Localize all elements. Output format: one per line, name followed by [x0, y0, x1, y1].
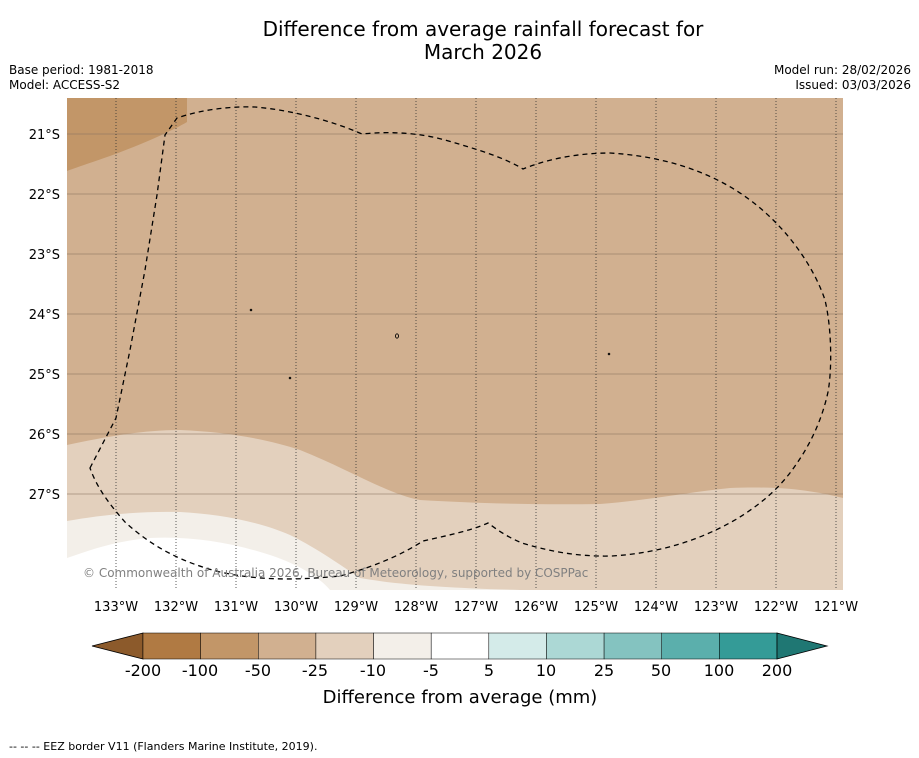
colorbar-tick-label: 50 — [651, 661, 671, 680]
colorbar-title: Difference from average (mm) — [323, 687, 598, 708]
colorbar: -200 -100 -50 -25 -10 -5 5 10 25 50 100 … — [91, 632, 829, 708]
lon-tick-label: 129°W — [334, 600, 378, 615]
lat-tick-label: 23°S — [29, 248, 60, 263]
meta-right: Model run: 28/02/2026 Issued: 03/03/2026 — [774, 63, 911, 93]
colorbar-tick-label: 5 — [484, 661, 494, 680]
issued-date: Issued: 03/03/2026 — [795, 78, 911, 92]
colorbar-segment — [373, 632, 432, 660]
colorbar-segment — [661, 632, 720, 660]
colorbar-segment — [200, 632, 259, 660]
colorbar-tick-label: -50 — [245, 661, 271, 680]
colorbar-tick-label: -100 — [182, 661, 218, 680]
colorbar-segment — [315, 632, 374, 660]
map-area: © Commonwealth of Australia 2026, Bureau… — [67, 98, 843, 590]
colorbar-segment — [719, 632, 778, 660]
base-period: Base period: 1981-2018 — [9, 63, 154, 77]
copyright-notice: © Commonwealth of Australia 2026, Bureau… — [83, 566, 588, 580]
colorbar-arrow-low — [91, 632, 144, 660]
lon-tick-label: 125°W — [574, 600, 618, 615]
colorbar-segment — [546, 632, 605, 660]
lat-tick-label: 27°S — [29, 488, 60, 503]
title-line-2: March 2026 — [423, 40, 543, 64]
colorbar-segment — [258, 632, 317, 660]
lat-tick-label: 26°S — [29, 428, 60, 443]
colorbar-tick-label: 100 — [704, 661, 735, 680]
lon-tick-label: 132°W — [154, 600, 198, 615]
colorbar-tick-label: -25 — [302, 661, 328, 680]
lon-tick-label: 128°W — [394, 600, 438, 615]
eez-border — [89, 106, 832, 580]
model-run-date: Model run: 28/02/2026 — [773, 63, 911, 77]
anomaly-field-near-zero — [67, 537, 330, 590]
latitude-axis: 21°S 22°S 23°S 24°S 25°S 26°S 27°S — [29, 128, 60, 503]
lat-tick-label: 22°S — [29, 188, 60, 203]
colorbar-tick-label: 25 — [594, 661, 614, 680]
colorbar-tick-label: -5 — [423, 661, 439, 680]
lat-tick-label: 21°S — [29, 128, 60, 143]
model-name: Model: ACCESS-S2 — [9, 78, 121, 92]
meta-left: Base period: 1981-2018 Model: ACCESS-S2 — [9, 63, 154, 93]
colorbar-tick-label: -200 — [125, 661, 161, 680]
lon-tick-label: 133°W — [94, 600, 138, 615]
colorbar-tick-label: 200 — [762, 661, 793, 680]
colorbar-segments — [91, 632, 829, 660]
lon-tick-label: 121°W — [814, 600, 858, 615]
colorbar-segment — [430, 632, 490, 660]
lon-tick-label: 127°W — [454, 600, 498, 615]
islands — [249, 308, 611, 380]
lon-tick-label: 126°W — [514, 600, 558, 615]
lat-tick-label: 25°S — [29, 368, 60, 383]
anomaly-field-minus100 — [67, 98, 187, 171]
lon-tick-label: 124°W — [634, 600, 678, 615]
colorbar-ticks: -200 -100 -50 -25 -10 -5 5 10 25 50 100 … — [125, 661, 792, 680]
lon-tick-label: 122°W — [754, 600, 798, 615]
colorbar-tick-label: -10 — [360, 661, 386, 680]
title-line-1: Difference from average rainfall forecas… — [262, 17, 704, 41]
lon-tick-label: 130°W — [274, 600, 318, 615]
lon-tick-label: 131°W — [214, 600, 258, 615]
colorbar-segment — [142, 632, 201, 660]
lat-tick-label: 24°S — [29, 308, 60, 323]
latitude-gridlines — [67, 133, 843, 495]
map-title: Difference from average rainfall forecas… — [0, 18, 919, 64]
colorbar-segment — [488, 632, 547, 660]
colorbar-arrow-high — [776, 632, 829, 660]
colorbar-tick-label: 10 — [536, 661, 556, 680]
colorbar-segment — [603, 632, 662, 660]
longitude-axis: 133°W 132°W 131°W 130°W 129°W 128°W 127°… — [94, 600, 858, 615]
lon-tick-label: 123°W — [694, 600, 738, 615]
eez-legend-note: -- -- -- EEZ border V11 (Flanders Marine… — [9, 740, 318, 753]
